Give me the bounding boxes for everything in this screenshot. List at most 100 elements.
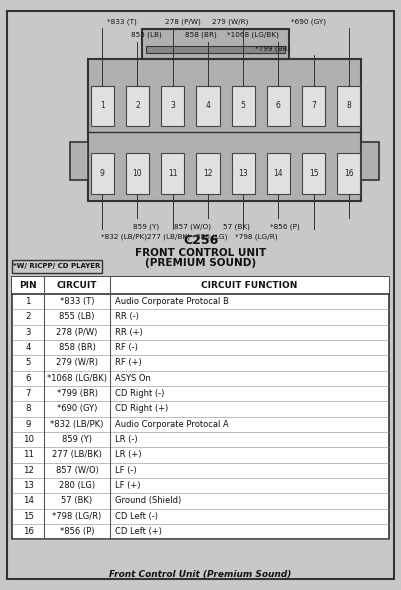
Bar xyxy=(231,153,255,194)
Text: *833 (T): *833 (T) xyxy=(60,297,94,306)
Text: 57 (BK): 57 (BK) xyxy=(223,223,250,230)
Text: CD Left (+): CD Left (+) xyxy=(115,527,162,536)
Text: 280 (LG): 280 (LG) xyxy=(59,481,95,490)
Text: 280 (LG): 280 (LG) xyxy=(196,234,227,240)
Text: 7: 7 xyxy=(311,101,316,110)
Text: (PREMIUM SOUND): (PREMIUM SOUND) xyxy=(145,258,256,267)
Bar xyxy=(302,86,325,126)
Text: 11: 11 xyxy=(168,169,178,178)
Bar xyxy=(126,153,149,194)
Text: 12: 12 xyxy=(203,169,213,178)
Text: 858 (BR): 858 (BR) xyxy=(59,343,95,352)
Text: CIRCUIT: CIRCUIT xyxy=(57,281,97,290)
Text: 14: 14 xyxy=(22,496,34,506)
Text: 3: 3 xyxy=(170,101,175,110)
Bar xyxy=(70,142,88,180)
Text: 858 (BR): 858 (BR) xyxy=(184,32,217,38)
Bar xyxy=(146,46,285,53)
Bar xyxy=(161,86,184,126)
Text: RF (+): RF (+) xyxy=(115,358,142,368)
Bar xyxy=(161,153,184,194)
Text: 8: 8 xyxy=(25,404,31,414)
Text: 1: 1 xyxy=(100,101,105,110)
Text: 2: 2 xyxy=(25,312,31,322)
Text: 859 (Y): 859 (Y) xyxy=(133,223,160,230)
Text: 279 (W/R): 279 (W/R) xyxy=(213,18,249,25)
Bar xyxy=(196,86,220,126)
Text: 859 (Y): 859 (Y) xyxy=(62,435,92,444)
Text: 13: 13 xyxy=(238,169,248,178)
Text: 11: 11 xyxy=(22,450,34,460)
Text: 277 (LB/BK): 277 (LB/BK) xyxy=(52,450,102,460)
Bar xyxy=(12,277,389,294)
Text: ASYS On: ASYS On xyxy=(115,373,151,383)
Text: Audio Corporate Protocal A: Audio Corporate Protocal A xyxy=(115,419,229,429)
Text: *799 (BR): *799 (BR) xyxy=(255,45,290,52)
Text: 15: 15 xyxy=(309,169,318,178)
Text: *690 (GY): *690 (GY) xyxy=(291,18,326,25)
Text: *833 (T): *833 (T) xyxy=(107,18,137,25)
Text: 6: 6 xyxy=(276,101,281,110)
Text: LF (+): LF (+) xyxy=(115,481,140,490)
Bar xyxy=(361,142,379,180)
Text: 279 (W/R): 279 (W/R) xyxy=(56,358,98,368)
Text: FRONT CONTROL UNIT: FRONT CONTROL UNIT xyxy=(135,248,266,257)
Text: LR (-): LR (-) xyxy=(115,435,138,444)
Text: *1068 (LG/BK): *1068 (LG/BK) xyxy=(227,32,279,38)
Bar xyxy=(267,86,290,126)
Text: Front Control Unit (Premium Sound): Front Control Unit (Premium Sound) xyxy=(109,570,292,579)
Text: 13: 13 xyxy=(22,481,34,490)
Text: *1068 (LG/BK): *1068 (LG/BK) xyxy=(47,373,107,383)
Text: 3: 3 xyxy=(25,327,31,337)
Text: CD Left (-): CD Left (-) xyxy=(115,512,158,521)
Text: 12: 12 xyxy=(22,466,34,475)
Bar xyxy=(267,153,290,194)
Text: 5: 5 xyxy=(241,101,246,110)
Text: 15: 15 xyxy=(22,512,34,521)
Text: Ground (Shield): Ground (Shield) xyxy=(115,496,181,506)
Text: 5: 5 xyxy=(25,358,31,368)
Text: 278 (P/W): 278 (P/W) xyxy=(164,18,200,25)
Text: Audio Corporate Protocal B: Audio Corporate Protocal B xyxy=(115,297,229,306)
Bar xyxy=(142,30,289,59)
Text: 14: 14 xyxy=(273,169,283,178)
Text: CD Right (-): CD Right (-) xyxy=(115,389,164,398)
Text: 6: 6 xyxy=(25,373,31,383)
Text: 2: 2 xyxy=(135,101,140,110)
Text: 4: 4 xyxy=(25,343,31,352)
Text: 8: 8 xyxy=(346,101,351,110)
Text: *W/ RICPP/ CD PLAYER: *W/ RICPP/ CD PLAYER xyxy=(14,263,101,270)
Text: *690 (GY): *690 (GY) xyxy=(57,404,97,414)
Text: 857 (W/O): 857 (W/O) xyxy=(56,466,99,475)
Text: 9: 9 xyxy=(25,419,31,429)
Bar xyxy=(337,153,360,194)
Text: 855 (LB): 855 (LB) xyxy=(59,312,95,322)
Text: PIN: PIN xyxy=(19,281,37,290)
Bar xyxy=(12,260,102,273)
Text: 9: 9 xyxy=(100,169,105,178)
Text: 855 (LB): 855 (LB) xyxy=(131,32,162,38)
Text: C256: C256 xyxy=(183,234,218,247)
Text: RR (+): RR (+) xyxy=(115,327,143,337)
Text: *856 (P): *856 (P) xyxy=(60,527,94,536)
Bar xyxy=(91,86,114,126)
Text: RF (-): RF (-) xyxy=(115,343,138,352)
Text: *798 (LG/R): *798 (LG/R) xyxy=(235,234,277,240)
Text: 1: 1 xyxy=(25,297,31,306)
Text: 10: 10 xyxy=(22,435,34,444)
Text: RR (-): RR (-) xyxy=(115,312,139,322)
Text: 4: 4 xyxy=(205,101,211,110)
Bar xyxy=(337,86,360,126)
Text: 278 (P/W): 278 (P/W) xyxy=(57,327,98,337)
Text: LF (-): LF (-) xyxy=(115,466,136,475)
Text: 16: 16 xyxy=(344,169,354,178)
Bar xyxy=(231,86,255,126)
Bar xyxy=(126,86,149,126)
Text: 16: 16 xyxy=(22,527,34,536)
Bar xyxy=(12,277,389,539)
Bar xyxy=(88,59,361,201)
Bar xyxy=(196,153,220,194)
Text: *832 (LB/PK): *832 (LB/PK) xyxy=(51,419,104,429)
Text: *856 (P): *856 (P) xyxy=(270,223,300,230)
Text: 857 (W/O): 857 (W/O) xyxy=(174,223,211,230)
